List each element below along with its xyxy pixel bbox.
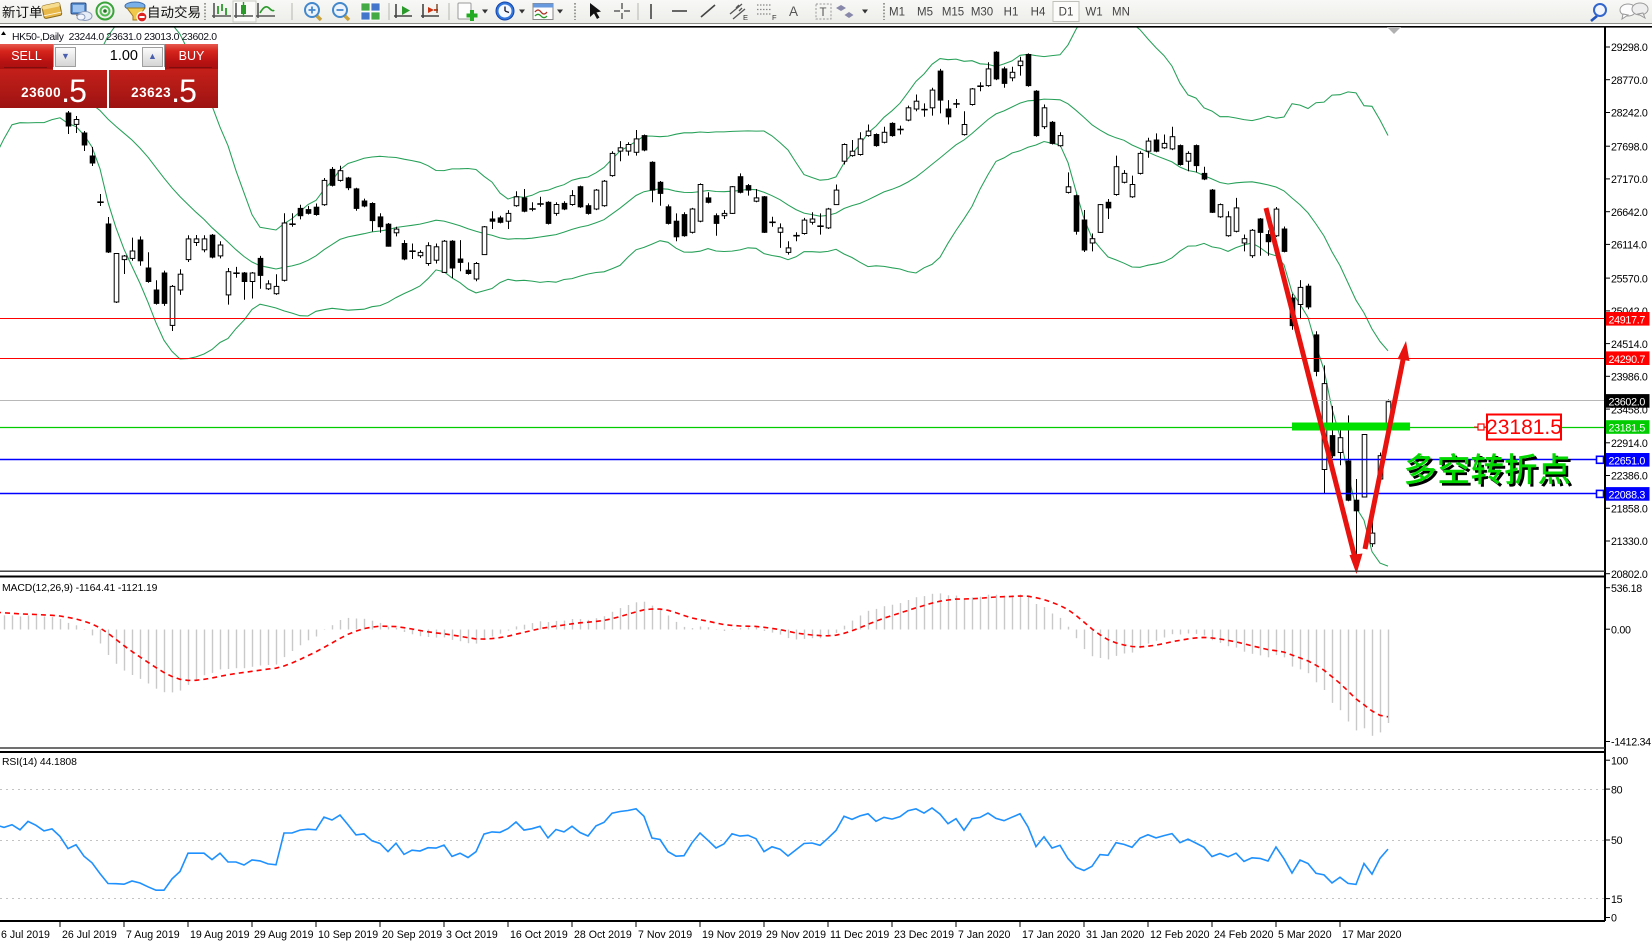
svg-text:21330.0: 21330.0 xyxy=(1611,536,1648,548)
svg-text:24290.7: 24290.7 xyxy=(1609,354,1646,366)
svg-text:23602.0: 23602.0 xyxy=(1609,397,1646,409)
svg-text:23986.0: 23986.0 xyxy=(1611,372,1648,384)
svg-text:M5: M5 xyxy=(917,7,933,19)
svg-text:26642.0: 26642.0 xyxy=(1611,207,1648,219)
svg-text:22651.0: 22651.0 xyxy=(1609,455,1646,467)
svg-text:-1412.34: -1412.34 xyxy=(1611,737,1651,749)
svg-text:29 Nov 2019: 29 Nov 2019 xyxy=(766,929,826,941)
svg-text:7 Nov 2019: 7 Nov 2019 xyxy=(638,929,692,941)
svg-text:100: 100 xyxy=(1611,755,1628,767)
svg-text:20802.0: 20802.0 xyxy=(1611,569,1648,581)
svg-text:6 Jul 2019: 6 Jul 2019 xyxy=(1,929,50,941)
svg-text:536.18: 536.18 xyxy=(1611,583,1642,595)
svg-text:H4: H4 xyxy=(1031,7,1046,19)
svg-text:28770.0: 28770.0 xyxy=(1611,75,1648,87)
svg-text:7 Jan 2020: 7 Jan 2020 xyxy=(958,929,1011,941)
svg-text:M30: M30 xyxy=(971,7,993,19)
svg-text:23 Dec 2019: 23 Dec 2019 xyxy=(894,929,954,941)
svg-text:3 Oct 2019: 3 Oct 2019 xyxy=(446,929,498,941)
svg-text:RSI(14) 44.1808: RSI(14) 44.1808 xyxy=(2,757,77,768)
svg-text:20 Sep 2019: 20 Sep 2019 xyxy=(382,929,442,941)
svg-text:F: F xyxy=(772,13,777,22)
svg-text:22386.0: 22386.0 xyxy=(1611,471,1648,483)
svg-text:80: 80 xyxy=(1611,784,1623,796)
svg-text:22914.0: 22914.0 xyxy=(1611,438,1648,450)
svg-text:M1: M1 xyxy=(889,7,905,19)
svg-text:0: 0 xyxy=(1611,913,1617,925)
svg-text:25570.0: 25570.0 xyxy=(1611,273,1648,285)
svg-text:E: E xyxy=(743,13,748,22)
svg-text:21858.0: 21858.0 xyxy=(1611,504,1648,516)
svg-text:28 Oct 2019: 28 Oct 2019 xyxy=(574,929,632,941)
svg-text:28242.0: 28242.0 xyxy=(1611,108,1648,120)
svg-text:29 Aug 2019: 29 Aug 2019 xyxy=(254,929,314,941)
svg-text:23181.5: 23181.5 xyxy=(1486,416,1562,439)
svg-text:22088.3: 22088.3 xyxy=(1609,490,1646,502)
svg-text:7 Aug 2019: 7 Aug 2019 xyxy=(126,929,180,941)
svg-text:27698.0: 27698.0 xyxy=(1611,141,1648,153)
svg-text:5 Mar 2020: 5 Mar 2020 xyxy=(1278,929,1332,941)
svg-text:H1: H1 xyxy=(1004,7,1019,19)
svg-text:24917.7: 24917.7 xyxy=(1609,314,1646,326)
svg-text:19 Aug 2019: 19 Aug 2019 xyxy=(190,929,250,941)
svg-text:50: 50 xyxy=(1611,835,1623,847)
svg-text:0.00: 0.00 xyxy=(1611,624,1631,636)
svg-text:31 Jan 2020: 31 Jan 2020 xyxy=(1086,929,1144,941)
svg-text:26114.0: 26114.0 xyxy=(1611,240,1647,252)
svg-text:HK50-,Daily 23244.0 23631.0 2: HK50-,Daily 23244.0 23631.0 23013.0 2360… xyxy=(12,32,217,43)
svg-text:MN: MN xyxy=(1112,7,1130,19)
svg-text:24514.0: 24514.0 xyxy=(1611,339,1648,351)
svg-text:19 Nov 2019: 19 Nov 2019 xyxy=(702,929,762,941)
svg-text:27170.0: 27170.0 xyxy=(1611,174,1648,186)
svg-text:M15: M15 xyxy=(942,7,964,19)
svg-text:24 Feb 2020: 24 Feb 2020 xyxy=(1214,929,1274,941)
svg-text:A: A xyxy=(789,4,798,19)
svg-text:15: 15 xyxy=(1611,894,1623,906)
svg-text:12 Feb 2020: 12 Feb 2020 xyxy=(1150,929,1210,941)
svg-text:23181.5: 23181.5 xyxy=(1609,423,1646,435)
svg-text:W1: W1 xyxy=(1085,7,1102,19)
svg-text:26 Jul 2019: 26 Jul 2019 xyxy=(62,929,117,941)
svg-text:T: T xyxy=(820,7,827,19)
svg-text:17 Mar 2020: 17 Mar 2020 xyxy=(1342,929,1402,941)
svg-text:16 Oct 2019: 16 Oct 2019 xyxy=(510,929,568,941)
svg-text:29298.0: 29298.0 xyxy=(1611,42,1648,54)
svg-text:10 Sep 2019: 10 Sep 2019 xyxy=(318,929,378,941)
svg-text:17 Jan 2020: 17 Jan 2020 xyxy=(1022,929,1080,941)
svg-text:MACD(12,26,9) -1164.41 -1121.1: MACD(12,26,9) -1164.41 -1121.19 xyxy=(2,583,158,594)
svg-text:11 Dec 2019: 11 Dec 2019 xyxy=(830,929,889,941)
svg-text:D1: D1 xyxy=(1059,7,1074,19)
